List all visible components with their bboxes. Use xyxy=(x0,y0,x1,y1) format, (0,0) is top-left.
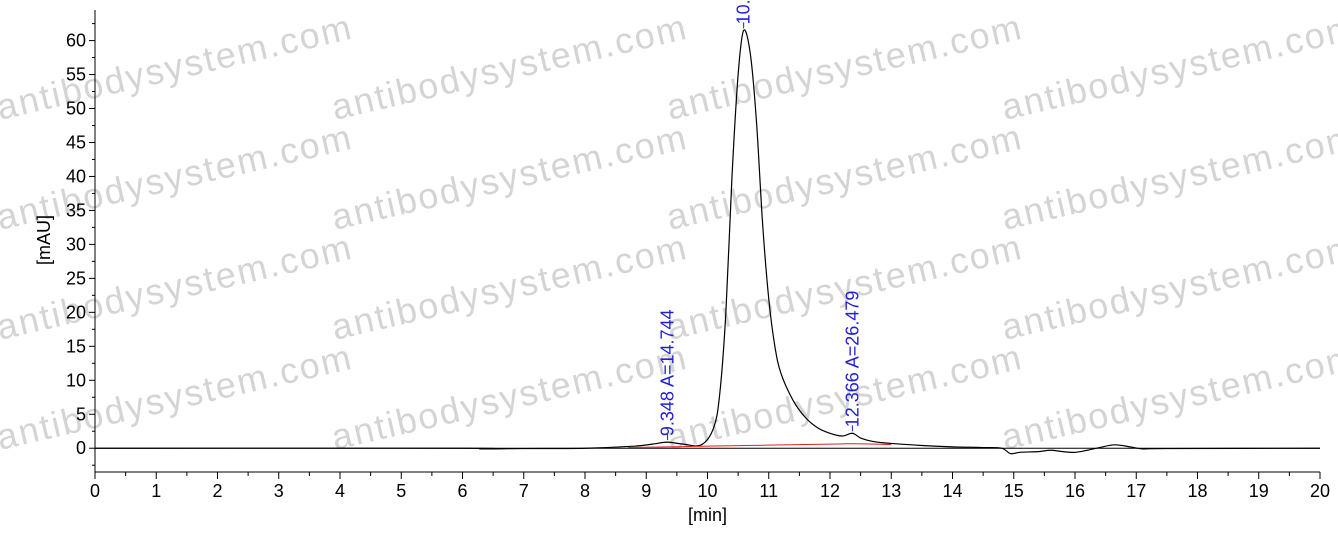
y-tick-label: 5 xyxy=(76,404,86,424)
integration-baseline xyxy=(627,443,892,449)
watermark-text: antibodysystem.com xyxy=(998,6,1338,128)
peak-label: 10.590 A=1595.579 xyxy=(734,0,754,24)
y-tick-label: 30 xyxy=(66,234,86,254)
x-tick-label: 4 xyxy=(335,481,345,501)
x-tick-label: 12 xyxy=(820,481,840,501)
x-tick-label: 20 xyxy=(1310,481,1330,501)
watermark-text: antibodysystem.com xyxy=(0,6,357,128)
x-tick-label: 19 xyxy=(1249,481,1269,501)
x-tick-label: 9 xyxy=(641,481,651,501)
x-tick-label: 16 xyxy=(1065,481,1085,501)
watermark-text: antibodysystem.com xyxy=(328,116,692,238)
x-tick-label: 17 xyxy=(1126,481,1146,501)
y-tick-label: 10 xyxy=(66,370,86,390)
axes: 0 1 2 3 4 5 6 7 8 9 10 11 12 13 14 15 16 17 18 19 2005101520… xyxy=(66,10,1330,501)
y-tick-label: 35 xyxy=(66,200,86,220)
series-layer xyxy=(94,29,1321,455)
y-tick-label: 40 xyxy=(66,166,86,186)
watermark-text: antibodysystem.com xyxy=(0,336,357,458)
x-axis-label: [min] xyxy=(688,505,727,525)
x-tick-label: 14 xyxy=(942,481,962,501)
y-tick-label: 15 xyxy=(66,336,86,356)
y-tick-label: 0 xyxy=(76,438,86,458)
signal-trace xyxy=(94,29,1321,455)
watermark-text: antibodysystem.com xyxy=(328,226,692,348)
watermark-text: antibodysystem.com xyxy=(998,226,1338,348)
y-tick-label: 60 xyxy=(66,31,86,51)
x-tick-label: 18 xyxy=(1187,481,1207,501)
peak-label: 12.366 A=26.479 xyxy=(842,291,862,428)
x-tick-label: 8 xyxy=(580,481,590,501)
x-tick-label: 13 xyxy=(881,481,901,501)
x-tick-label: 11 xyxy=(759,481,778,501)
watermark-text: antibodysystem.com xyxy=(998,336,1338,458)
x-tick-label: 1 xyxy=(151,481,161,501)
y-tick-label: 25 xyxy=(66,268,86,288)
y-axis-label: [mAU] xyxy=(34,215,54,265)
watermark-text: antibodysystem.com xyxy=(663,116,1027,238)
x-tick-label: 0 xyxy=(90,481,100,501)
x-tick-label: 3 xyxy=(274,481,284,501)
watermark-text: antibodysystem.com xyxy=(328,336,692,458)
peak-label: 9.348 A=14.744 xyxy=(658,309,678,436)
x-tick-label: 7 xyxy=(519,481,529,501)
y-tick-label: 20 xyxy=(66,302,86,322)
x-tick-label: 6 xyxy=(457,481,467,501)
x-tick-label: 10 xyxy=(697,481,717,501)
watermark-text: antibodysystem.com xyxy=(663,6,1027,128)
y-tick-label: 55 xyxy=(66,65,86,85)
watermark-text: antibodysystem.com xyxy=(328,6,692,128)
watermark-text: antibodysystem.com xyxy=(998,116,1338,238)
y-tick-label: 50 xyxy=(66,99,86,119)
x-tick-label: 15 xyxy=(1004,481,1024,501)
x-tick-label: 2 xyxy=(212,481,222,501)
y-tick-label: 45 xyxy=(66,132,86,152)
peak-labels: 9.348 A=14.744 10.590 A=1595.579 12.366 A=… xyxy=(658,0,862,441)
x-tick-label: 5 xyxy=(396,481,406,501)
